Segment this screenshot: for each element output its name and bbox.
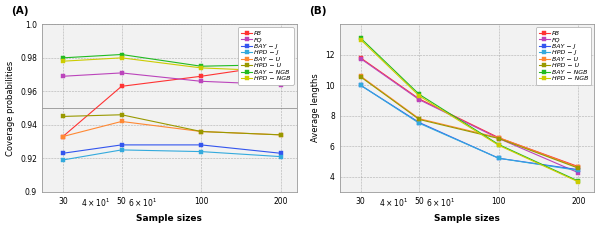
BAY − U — [416, 117, 423, 120]
HPD − NGB — [59, 60, 67, 63]
HPD − NGB — [416, 95, 423, 97]
X-axis label: Sample sizes: Sample sizes — [434, 214, 500, 224]
FQ — [118, 71, 125, 74]
HPD − J — [495, 157, 502, 160]
Line: BAY − J: BAY − J — [359, 84, 580, 172]
Text: (B): (B) — [309, 6, 326, 16]
FQ — [357, 57, 364, 60]
BAY − U — [575, 166, 582, 169]
HPD − J — [416, 122, 423, 125]
HPD − J — [357, 84, 364, 87]
Line: BAY − U: BAY − U — [359, 74, 580, 169]
BAY − J — [59, 152, 67, 155]
BAY − J — [197, 144, 205, 146]
BAY − NGB — [118, 53, 125, 56]
PB — [495, 136, 502, 139]
HPD − U — [357, 76, 364, 78]
PB — [575, 165, 582, 168]
PB — [118, 85, 125, 88]
Text: (A): (A) — [11, 6, 29, 16]
HPD − NGB — [495, 144, 502, 147]
HPD − U — [59, 115, 67, 118]
HPD − U — [495, 137, 502, 140]
BAY − J — [118, 144, 125, 146]
BAY − NGB — [495, 143, 502, 146]
BAY − NGB — [59, 57, 67, 59]
Line: HPD − U: HPD − U — [359, 75, 580, 170]
HPD − J — [59, 159, 67, 161]
HPD − U — [118, 113, 125, 116]
FQ — [277, 83, 284, 86]
HPD − NGB — [277, 70, 284, 73]
Line: HPD − J: HPD − J — [61, 148, 283, 162]
HPD − J — [118, 149, 125, 151]
BAY − J — [495, 157, 502, 160]
BAY − NGB — [197, 65, 205, 68]
BAY − NGB — [357, 37, 364, 39]
Y-axis label: Average lengths: Average lengths — [311, 74, 320, 142]
Legend: PB, FQ, BAY − J, HPD − J, BAY − U, HPD − U, BAY − NGB, HPD − NGB: PB, FQ, BAY − J, HPD − J, BAY − U, HPD −… — [238, 27, 293, 85]
BAY − NGB — [277, 63, 284, 66]
BAY − U — [277, 134, 284, 136]
FQ — [197, 80, 205, 83]
HPD − NGB — [575, 180, 582, 183]
Y-axis label: Coverage probabilities: Coverage probabilities — [5, 60, 14, 156]
FQ — [59, 75, 67, 78]
Legend: PB, FQ, BAY − J, HPD − J, BAY − U, HPD − U, BAY − NGB, HPD − NGB: PB, FQ, BAY − J, HPD − J, BAY − U, HPD −… — [536, 27, 592, 85]
HPD − NGB — [118, 57, 125, 59]
FQ — [575, 171, 582, 174]
Line: HPD − NGB: HPD − NGB — [61, 56, 283, 73]
HPD − U — [277, 134, 284, 136]
Line: FQ: FQ — [61, 71, 283, 86]
PB — [357, 57, 364, 59]
HPD − J — [197, 150, 205, 153]
Line: BAY − J: BAY − J — [61, 143, 283, 155]
BAY − J — [416, 121, 423, 124]
PB — [416, 98, 423, 100]
HPD − J — [277, 155, 284, 158]
Line: FQ: FQ — [359, 57, 580, 174]
BAY − U — [118, 120, 125, 123]
PB — [197, 75, 205, 78]
Line: BAY − U: BAY − U — [61, 120, 283, 138]
HPD − J — [575, 169, 582, 172]
HPD − NGB — [197, 66, 205, 69]
BAY − U — [495, 136, 502, 139]
BAY − J — [575, 168, 582, 171]
Line: HPD − J: HPD − J — [359, 84, 580, 172]
HPD − U — [416, 118, 423, 121]
BAY − U — [357, 75, 364, 77]
BAY − U — [197, 130, 205, 133]
Line: PB: PB — [61, 63, 283, 138]
FQ — [495, 137, 502, 140]
BAY − NGB — [416, 93, 423, 96]
HPD − U — [575, 167, 582, 169]
BAY − NGB — [575, 180, 582, 183]
Line: BAY − NGB: BAY − NGB — [61, 53, 283, 68]
PB — [277, 63, 284, 66]
FQ — [416, 98, 423, 101]
X-axis label: Sample sizes: Sample sizes — [136, 214, 202, 224]
PB — [59, 135, 67, 138]
Line: BAY − NGB: BAY − NGB — [359, 36, 580, 183]
Line: HPD − NGB: HPD − NGB — [359, 38, 580, 184]
BAY − U — [59, 135, 67, 138]
Line: PB: PB — [359, 56, 580, 168]
HPD − NGB — [357, 38, 364, 41]
HPD − U — [197, 130, 205, 133]
BAY − J — [357, 84, 364, 87]
BAY − J — [277, 152, 284, 155]
Line: HPD − U: HPD − U — [61, 113, 283, 136]
